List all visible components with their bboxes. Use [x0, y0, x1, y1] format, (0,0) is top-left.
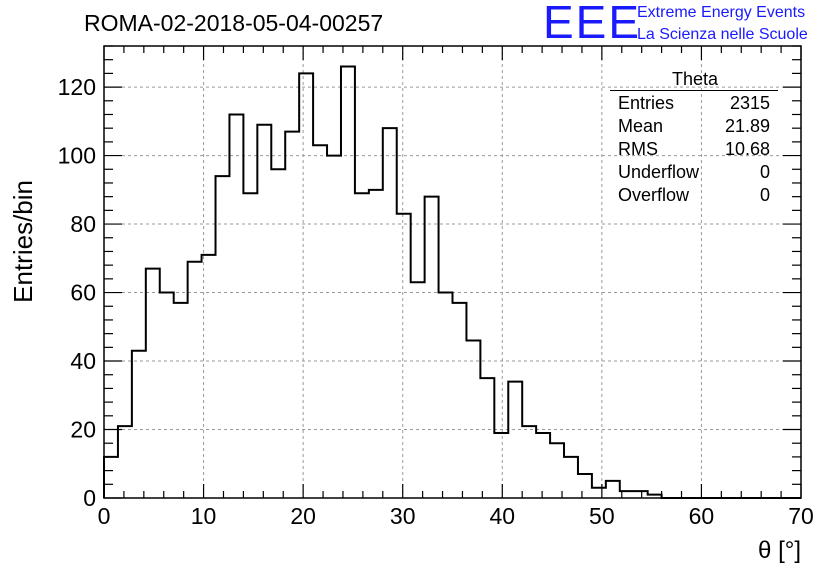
- y-tick-label: 20: [70, 417, 96, 443]
- stat-row-mean: Mean 21.89: [618, 116, 770, 138]
- stat-value: 21.89: [724, 116, 770, 136]
- histogram-series: [103, 65, 801, 499]
- stats-box: Theta Entries 2315 Mean 21.89 RMS 10.68 …: [610, 69, 780, 212]
- y-tick-label: 100: [58, 143, 96, 169]
- plot-frame: [103, 45, 802, 499]
- x-tick-label: 0: [98, 503, 111, 529]
- stats-title: Theta: [671, 69, 719, 89]
- x-tick-label: 50: [589, 503, 615, 529]
- eee-logo: EEE Extreme Energy Events La Scienza nel…: [543, 0, 833, 48]
- stat-row-rms: RMS 10.68: [618, 139, 770, 161]
- y-tick-label: 60: [70, 280, 96, 306]
- stat-key: Entries: [618, 93, 675, 113]
- stats-divider: [610, 90, 778, 91]
- x-tick-label: 60: [689, 503, 715, 529]
- stat-row-entries: Entries 2315: [618, 93, 770, 115]
- stat-value: 10.68: [724, 139, 770, 159]
- stat-row-overflow: Overflow 0: [618, 185, 770, 207]
- logo-line-2: La Scienza nelle Scuole: [637, 26, 808, 43]
- stat-key: Mean: [618, 116, 664, 136]
- x-tick-label: 20: [290, 503, 316, 529]
- x-tick-label: 70: [788, 503, 814, 529]
- x-tick-label: 10: [191, 503, 217, 529]
- x-tick-label: 30: [390, 503, 416, 529]
- logo-line-1: Extreme Energy Events: [637, 4, 806, 21]
- stat-key: RMS: [618, 139, 658, 159]
- y-tick-label: 40: [70, 348, 96, 374]
- chart-title: ROMA-02-2018-05-04-00257: [84, 10, 384, 36]
- stat-value: 0: [759, 185, 770, 205]
- axis-ticks: [103, 45, 802, 499]
- stat-value: 2315: [729, 93, 770, 113]
- y-tick-label: 80: [70, 211, 96, 237]
- y-axis-label: Entries/bin: [8, 180, 38, 303]
- x-tick-label: 40: [489, 503, 515, 529]
- logo-mark: EEE: [543, 0, 642, 48]
- stat-key: Overflow: [618, 185, 690, 205]
- y-tick-label: 0: [83, 485, 96, 511]
- x-axis-label: θ [°]: [758, 537, 801, 564]
- stat-key: Underflow: [618, 162, 700, 182]
- stat-row-underflow: Underflow 0: [618, 162, 770, 184]
- stat-value: 0: [759, 162, 770, 182]
- y-tick-label: 120: [58, 74, 96, 100]
- tick-labels: 0 10 20 30 40 50 60 70 0 20 40 60 80 100 120: [58, 74, 814, 529]
